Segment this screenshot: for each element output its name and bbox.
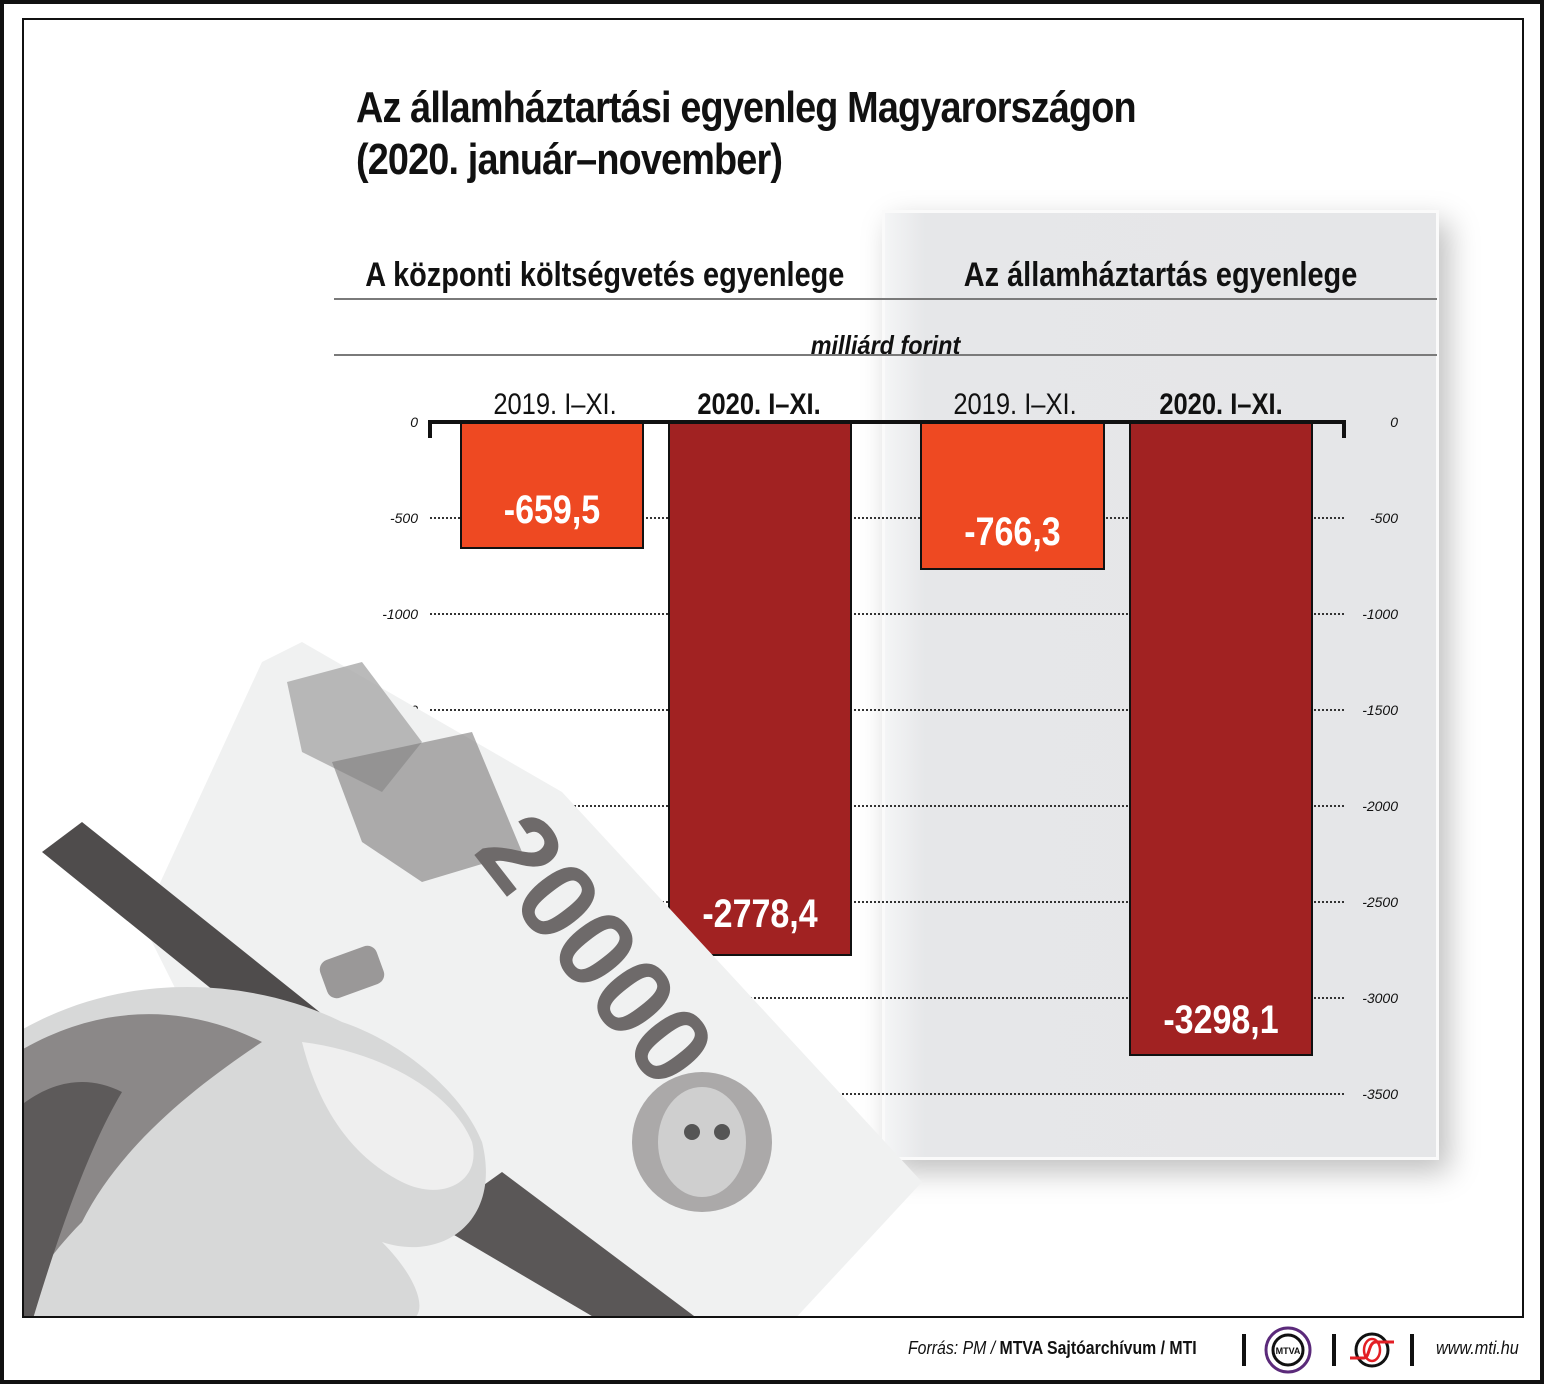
category-label-2019-government: 2019. I–XI.: [953, 388, 1077, 421]
gridline-1500: [430, 709, 1344, 711]
bar-value-label: -2778,4: [702, 892, 818, 936]
y-tick-right: -1500: [1362, 702, 1398, 718]
title-line-2: (2020. január–november): [356, 135, 783, 184]
y-tick-left: -1000: [382, 606, 418, 622]
source-agency: MTVA Sajtóarchívum / MTI: [999, 1338, 1197, 1358]
category-label-2020-central: 2020. I–XI.: [697, 388, 821, 421]
chart-frame: Az államháztartási egyenleg Magyarország…: [22, 18, 1524, 1318]
bar-value-label: -659,5: [503, 488, 601, 532]
separator: [1332, 1334, 1336, 1366]
bar-government-2020: -3298,1: [1129, 422, 1313, 1056]
gridline-3000: [430, 997, 1344, 999]
footer: Forrás: PM / MTVA Sajtóarchívum / MTI MT…: [0, 1322, 1544, 1380]
gridline-1000: [430, 613, 1344, 615]
unit-label: milliárd forint: [810, 330, 961, 360]
bar-central-2019: -659,5: [460, 422, 644, 549]
y-tick-right: -500: [1369, 510, 1398, 526]
y-tick-right: -1000: [1362, 606, 1398, 622]
source-credit: Forrás: PM / MTVA Sajtóarchívum / MTI: [908, 1338, 1197, 1359]
y-tick-right: -2500: [1362, 894, 1398, 910]
category-label-2020-government: 2020. I–XI.: [1159, 388, 1283, 421]
y-tick-left: 0: [410, 414, 418, 430]
bar-value-label: -766,3: [964, 510, 1061, 554]
zero-baseline: [428, 420, 1346, 424]
mtva-logo-icon: MTVA: [1264, 1326, 1312, 1374]
section-general-government-heading: Az államháztartás egyenlege: [963, 256, 1358, 294]
section-central-budget-heading: A központi költségvetés egyenlege: [365, 256, 845, 294]
y-tick-right: 0: [1390, 414, 1398, 430]
gridline-500: [430, 517, 1344, 519]
separator: [1242, 1334, 1246, 1366]
header-divider-top: [334, 298, 1437, 300]
banknote-hand-illustration: 20000: [24, 642, 922, 1316]
bar-value-label: -3298,1: [1163, 998, 1279, 1042]
gridline-2500: [430, 901, 1344, 903]
zero-tick-right: [1342, 420, 1346, 438]
bar-central-2020: -2778,4: [668, 422, 852, 956]
zero-tick-left: [428, 420, 432, 438]
mti-logo-icon: [1350, 1332, 1394, 1368]
chart-title: Az államháztartási egyenleg Magyarország…: [356, 82, 1137, 186]
title-line-1: Az államháztartási egyenleg Magyarország…: [356, 83, 1137, 132]
gridline-3500: [430, 1093, 1344, 1095]
y-tick-left: -500: [389, 510, 418, 526]
category-label-2019-central: 2019. I–XI.: [493, 388, 617, 421]
bar-government-2019: -766,3: [920, 422, 1105, 570]
separator: [1410, 1334, 1414, 1366]
y-tick-right: -3500: [1362, 1086, 1398, 1102]
hand-icon: [24, 987, 486, 1316]
website-link[interactable]: www.mti.hu: [1436, 1338, 1519, 1358]
header-divider-bottom: [334, 354, 1437, 356]
y-tick-right: -3000: [1362, 990, 1398, 1006]
svg-text:MTVA: MTVA: [1276, 1346, 1301, 1356]
source-prefix: Forrás: PM /: [908, 1338, 1000, 1358]
y-tick-right: -2000: [1362, 798, 1398, 814]
gridline-2000: [430, 805, 1344, 807]
